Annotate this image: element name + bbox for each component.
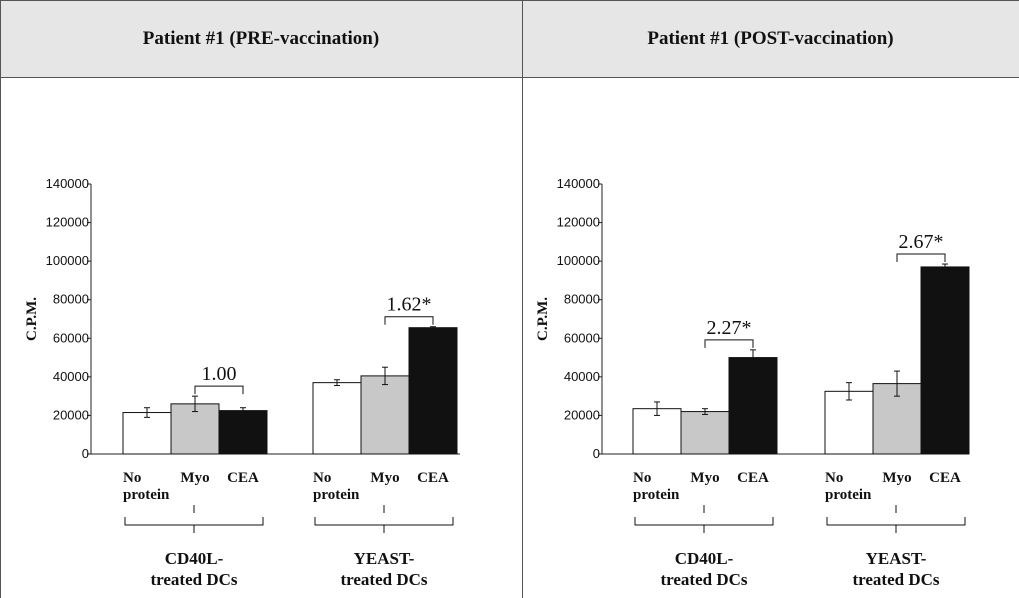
y-tick-label: 80000 <box>564 292 600 307</box>
group-label: treated DCs <box>150 570 237 589</box>
bar-no-protein <box>312 382 362 455</box>
panel-title-pre: Patient #1 (PRE-vaccination) <box>142 27 380 49</box>
y-tick-label: 60000 <box>53 330 89 345</box>
fold-change-label: 1.00 <box>202 363 237 385</box>
group-bracket <box>314 517 454 526</box>
group-bracket <box>124 517 264 526</box>
y-axis-label: C.P.M. <box>24 297 40 341</box>
category-label: No <box>313 470 331 486</box>
group-bracket <box>826 517 966 526</box>
bar-no-protein <box>122 412 172 455</box>
group-label: CD40L- <box>675 549 734 568</box>
category-label: No <box>633 470 651 486</box>
category-label: protein <box>825 487 872 503</box>
y-tick-label: 0 <box>593 446 600 461</box>
category-label: protein <box>313 487 360 503</box>
bar-myo <box>360 375 410 455</box>
category-label: protein <box>123 487 170 503</box>
fold-change-label: 1.62* <box>387 294 432 316</box>
category-label: Myo <box>370 470 399 486</box>
category-label: CEA <box>929 470 961 486</box>
bar-myo <box>680 411 730 455</box>
y-tick-label: 120000 <box>557 215 600 230</box>
comparison-bracket <box>704 339 754 348</box>
category-label: Myo <box>882 470 911 486</box>
category-label: CEA <box>417 470 449 486</box>
y-tick-label: 20000 <box>53 407 89 422</box>
bar-cea <box>218 410 268 455</box>
fold-change-label: 2.67* <box>899 231 944 253</box>
bar-cea <box>408 327 458 455</box>
group-label: treated DCs <box>340 570 427 589</box>
category-label: No <box>825 470 843 486</box>
frame-header-divider <box>0 77 1019 78</box>
y-tick-label: 140000 <box>557 176 600 191</box>
y-tick-label: 100000 <box>557 253 600 268</box>
y-tick-label: 20000 <box>564 407 600 422</box>
y-tick-label: 80000 <box>53 292 89 307</box>
group-label: YEAST- <box>354 549 415 568</box>
group-label: treated DCs <box>852 570 939 589</box>
category-label: No <box>123 470 141 486</box>
frame-top-border <box>0 0 1019 1</box>
y-tick-label: 0 <box>82 446 89 461</box>
group-label: YEAST- <box>866 549 927 568</box>
y-tick-label: 100000 <box>46 253 89 268</box>
panel-title-post: Patient #1 (POST-vaccination) <box>647 27 894 49</box>
y-tick-label: 60000 <box>564 330 600 345</box>
category-label: Myo <box>180 470 209 486</box>
group-label: CD40L- <box>165 549 224 568</box>
category-label: CEA <box>737 470 769 486</box>
bar-no-protein <box>632 408 682 455</box>
y-tick-label: 40000 <box>53 369 89 384</box>
fold-change-label: 2.27* <box>707 317 752 339</box>
frame-left-border <box>0 0 1 598</box>
y-axis-label: C.P.M. <box>535 297 551 341</box>
y-tick-label: 120000 <box>46 215 89 230</box>
category-label: Myo <box>690 470 719 486</box>
header-row <box>0 0 1019 77</box>
group-bracket <box>634 517 774 526</box>
bar-no-protein <box>824 390 874 455</box>
group-label: treated DCs <box>660 570 747 589</box>
comparison-bracket <box>896 253 946 263</box>
frame-center-divider <box>522 0 523 598</box>
bar-myo <box>170 403 220 455</box>
bar-cea <box>728 357 778 455</box>
chart-post-vaccination: 140000 120000 100000 80000 60000 40000 20000 0 C… <box>535 176 970 589</box>
category-label: protein <box>633 487 680 503</box>
comparison-bracket <box>384 316 434 325</box>
y-tick-label: 40000 <box>564 369 600 384</box>
comparison-bracket <box>194 385 244 395</box>
category-label: CEA <box>227 470 259 486</box>
y-tick-label: 140000 <box>46 176 89 191</box>
bar-cea <box>920 266 970 455</box>
chart-pre-vaccination: 140000 120000 100000 80000 60000 40000 20000 0 C… <box>24 176 460 589</box>
